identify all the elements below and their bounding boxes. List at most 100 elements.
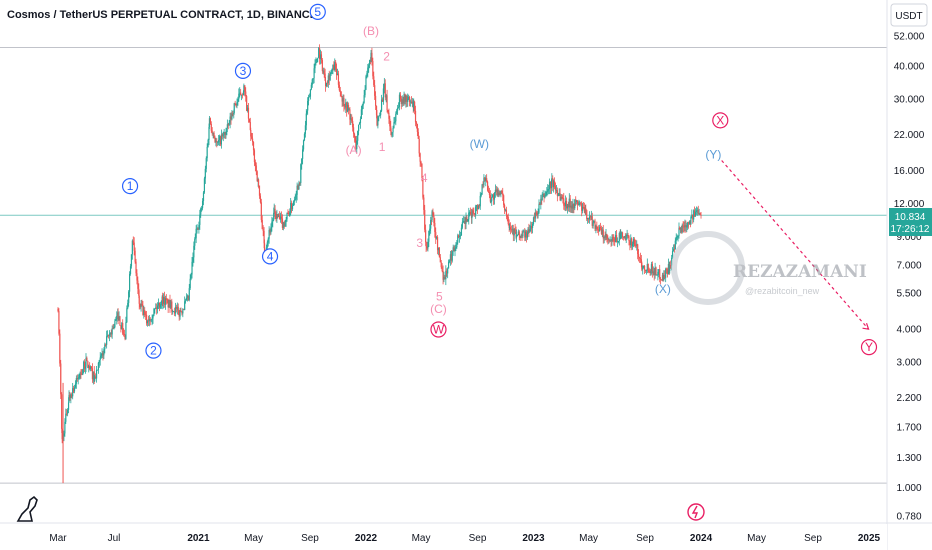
candle-body [317, 57, 319, 59]
candle-body [652, 271, 654, 274]
candle-body [666, 269, 669, 275]
candle-body [525, 231, 527, 238]
candle-body [207, 139, 209, 147]
candle-body [539, 203, 541, 205]
price-axis[interactable] [887, 0, 932, 523]
candle-body [583, 207, 586, 213]
candle-body [564, 205, 566, 207]
candle-body [658, 269, 660, 272]
candle-body [601, 229, 603, 234]
candle-body [156, 305, 159, 309]
tradingview-logo-icon[interactable] [16, 495, 38, 522]
candle-body [160, 303, 162, 306]
candle-body [503, 195, 505, 205]
candle-body [554, 186, 557, 191]
candle-body [177, 306, 179, 311]
candle-body [367, 67, 369, 74]
candle-body [329, 74, 331, 80]
candle-body [224, 132, 226, 135]
lightning-icon[interactable] [687, 503, 705, 521]
candle-body [205, 158, 207, 169]
candle-body [208, 118, 211, 128]
candle-body [586, 210, 588, 220]
candle-body [112, 328, 114, 330]
candle-body [377, 117, 379, 126]
candle-body [363, 95, 365, 103]
candle-body [382, 88, 385, 102]
candle-body [672, 248, 675, 252]
candle-body [700, 214, 702, 216]
candle-body [600, 228, 603, 234]
wave-label: 3 [240, 64, 247, 78]
candle-body [251, 136, 253, 139]
candle-body [79, 373, 81, 378]
candle-body [190, 274, 192, 279]
candle-body [66, 413, 68, 415]
candle-body [82, 369, 84, 375]
candle-body [475, 205, 478, 207]
currency-button[interactable] [890, 3, 928, 27]
candle-body [183, 309, 185, 311]
candle-body [331, 68, 333, 71]
candle-body [239, 92, 241, 94]
candle-body [435, 232, 437, 239]
candle-body [640, 259, 642, 263]
candle-body [199, 214, 201, 225]
candle-body [533, 217, 536, 219]
time-tick-label: 2021 [187, 533, 210, 544]
candle-body [222, 132, 224, 137]
candle-body [339, 90, 341, 92]
candle-body [418, 138, 420, 154]
candle-body [681, 225, 683, 233]
candle-body [549, 181, 552, 189]
candle-body [516, 234, 519, 236]
wave-label-circle [145, 342, 162, 359]
candle-body [479, 195, 481, 207]
candle-body [340, 91, 342, 97]
candle-body [242, 91, 245, 95]
price-tick-label: 0.780 [896, 512, 921, 523]
time-axis[interactable] [0, 524, 887, 550]
candle-body [653, 271, 655, 275]
candle-body [139, 303, 141, 308]
candle-body [584, 208, 586, 213]
candle-body [568, 198, 570, 208]
candle-body [260, 202, 262, 220]
candle-body [390, 126, 392, 132]
candle-body [447, 268, 449, 274]
candle-body [443, 276, 445, 280]
candle-body [665, 268, 668, 270]
candle-body [124, 334, 126, 339]
candle-body [401, 99, 403, 104]
candle-body [522, 231, 524, 237]
candle-body [293, 200, 295, 202]
candle-body [445, 270, 447, 280]
candle-body [214, 137, 216, 142]
candle-body [571, 205, 573, 209]
candle-body [241, 94, 244, 96]
candle-body [526, 233, 529, 238]
candle-body [579, 202, 581, 204]
time-tick-label: Jul [108, 533, 121, 544]
candle-body [297, 185, 299, 190]
candle-body [485, 178, 487, 181]
candle-body [660, 279, 663, 281]
candle-body [90, 366, 93, 369]
candle-body [385, 95, 387, 98]
candle-body [633, 239, 636, 245]
candle-body [238, 93, 240, 100]
candle-body [246, 107, 249, 111]
candle-body [110, 333, 112, 335]
candle-body [465, 217, 467, 224]
price-tick-label: 1.300 [896, 453, 921, 464]
candle-body [323, 70, 325, 74]
candle-body [444, 276, 446, 280]
candle-body [490, 201, 492, 203]
candle-body [345, 102, 347, 108]
candle-body [524, 231, 526, 238]
candle-body [492, 194, 495, 200]
candle-body [688, 222, 690, 224]
candle-body [172, 311, 174, 313]
candle-body [685, 225, 687, 228]
